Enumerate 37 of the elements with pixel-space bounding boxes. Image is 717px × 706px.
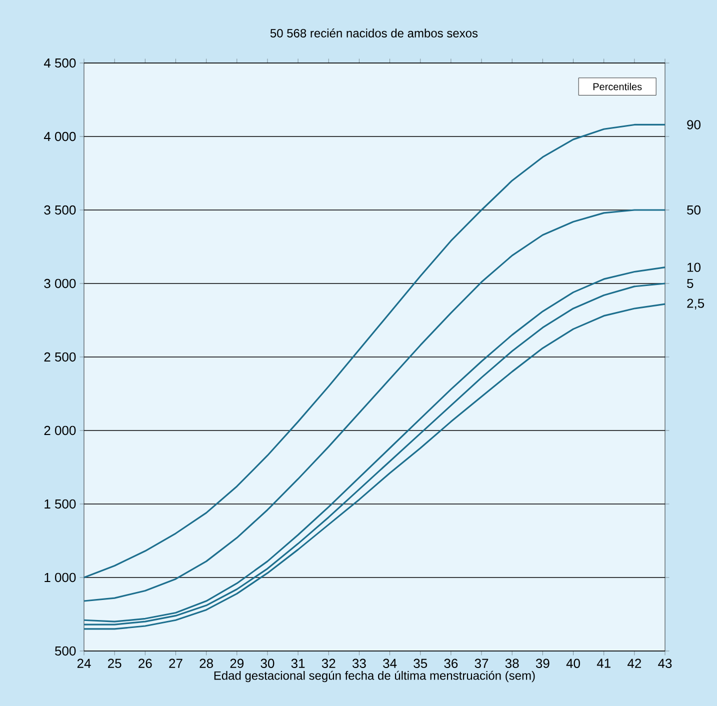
x-tick-label: 43 [658, 658, 672, 668]
x-tick-label: 39 [536, 658, 550, 668]
x-tick-label: 32 [322, 658, 336, 668]
y-tick-label: 1 500 [44, 499, 76, 509]
x-tick-label: 41 [596, 658, 610, 668]
y-tick-label: 3 000 [44, 278, 76, 288]
x-tick-label: 36 [444, 658, 458, 668]
series-label: 2,5 [687, 298, 704, 310]
x-tick-label: 27 [169, 658, 182, 668]
x-tick-label: 26 [138, 658, 152, 668]
x-tick-label: 24 [77, 658, 91, 668]
series-label: 5 [687, 278, 694, 288]
x-tick-label: 25 [108, 658, 122, 668]
x-tick-label: 35 [414, 658, 428, 668]
y-tick-label: 2 500 [44, 352, 76, 362]
x-tick-label: 33 [352, 658, 366, 668]
chart-title: 50 568 recién nacidos de ambos sexos [270, 28, 478, 38]
series-label: 90 [687, 120, 700, 130]
y-tick-label: 3 500 [44, 205, 76, 215]
x-tick-label: 31 [291, 658, 305, 668]
series-label: 10 [688, 262, 700, 272]
y-tick-label: 4 500 [44, 58, 76, 68]
x-tick-label: 40 [566, 658, 580, 668]
x-tick-label: 42 [627, 658, 641, 668]
x-tick-label: 29 [230, 658, 244, 668]
x-tick-label: 34 [383, 658, 397, 668]
x-tick-label: 38 [505, 658, 519, 668]
x-axis-title: Edad gestacional según fecha de última menstruación (sem) [214, 670, 535, 682]
y-tick-label: 500 [55, 646, 76, 656]
series-label: 50 [687, 205, 700, 215]
x-tick-label: 37 [474, 658, 488, 668]
x-tick-label: 28 [200, 658, 213, 668]
legend-title: Percentiles [593, 82, 642, 90]
y-tick-label: 1 000 [44, 572, 76, 582]
y-tick-label: 4 000 [44, 132, 76, 142]
x-tick-label: 30 [260, 658, 274, 668]
y-tick-label: 2 000 [44, 426, 76, 436]
